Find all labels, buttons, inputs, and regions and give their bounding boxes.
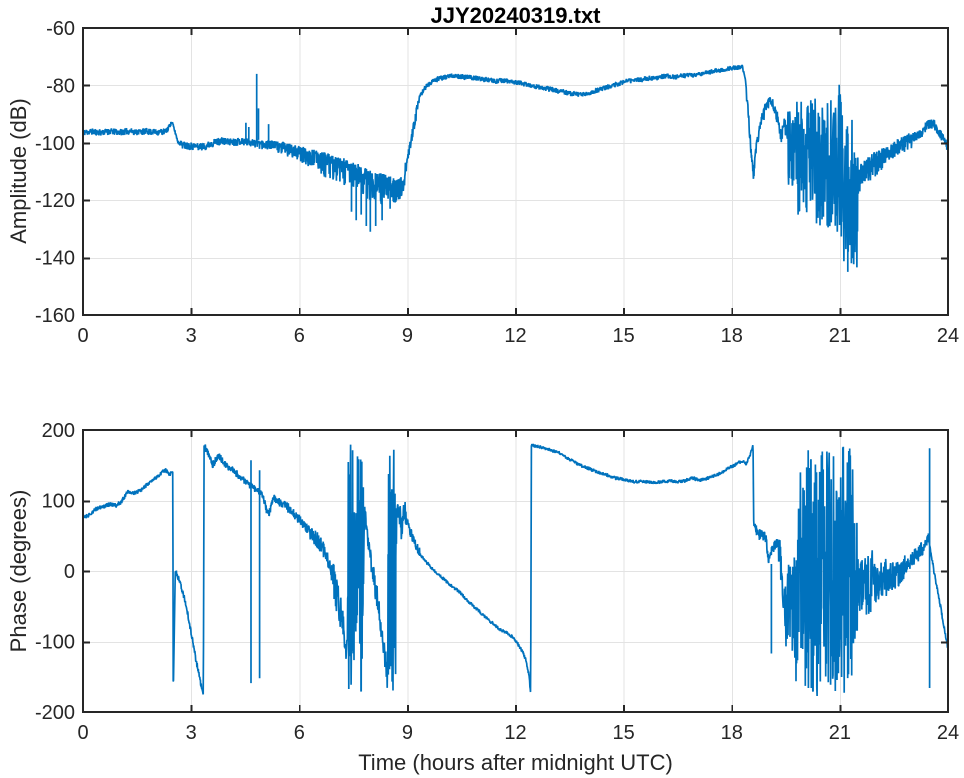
y-tick-label: 200 — [42, 420, 75, 442]
amplitude-y-tick-labels: -60 -80 -100 -120 -140 -160 — [35, 18, 75, 327]
phase-plot: 0 3 6 9 12 15 18 21 24 200 100 0 -100 -200 — [35, 420, 959, 744]
x-tick-label: 12 — [504, 722, 526, 744]
x-tick-label: 15 — [613, 325, 635, 347]
x-tick-label: 15 — [613, 722, 635, 744]
x-tick-label: 6 — [294, 325, 305, 347]
x-tick-label: 24 — [937, 325, 959, 347]
amplitude-x-tick-labels: 0 3 6 9 12 15 18 21 24 — [77, 325, 959, 347]
phase-axes-box — [82, 429, 949, 713]
x-tick-label: 3 — [186, 722, 197, 744]
time-x-axis-label: Time (hours after midnight UTC) — [358, 750, 673, 775]
x-tick-label: 24 — [937, 722, 959, 744]
x-tick-label: 18 — [721, 325, 743, 347]
x-tick-label: 21 — [829, 722, 851, 744]
y-tick-label: -100 — [35, 133, 75, 155]
phase-ticks — [83, 430, 948, 712]
amplitude-series-line — [82, 64, 949, 272]
amplitude-axes-box — [82, 27, 949, 316]
phase-x-tick-labels: 0 3 6 9 12 15 18 21 24 — [77, 722, 959, 744]
phase-y-tick-labels: 200 100 0 -100 -200 — [35, 420, 75, 724]
x-tick-label: 21 — [829, 325, 851, 347]
y-tick-label: -160 — [35, 305, 75, 327]
y-tick-label: -100 — [35, 632, 75, 654]
plot-title: JJY20240319.txt — [430, 3, 601, 28]
x-tick-label: 3 — [186, 325, 197, 347]
x-tick-label: 12 — [504, 325, 526, 347]
amplitude-plot: 0 3 6 9 12 15 18 21 24 -60 -80 -100 -120 -140 -160 — [35, 18, 959, 347]
y-tick-label: -200 — [35, 702, 75, 724]
y-tick-label: 0 — [64, 561, 75, 583]
x-tick-label: 9 — [402, 722, 413, 744]
amplitude-ticks — [83, 28, 948, 315]
y-tick-label: 100 — [42, 491, 75, 513]
x-tick-label: 0 — [77, 325, 88, 347]
y-tick-label: -140 — [35, 248, 75, 270]
x-tick-label: 18 — [721, 722, 743, 744]
x-tick-label: 6 — [294, 722, 305, 744]
phase-series-line — [82, 443, 949, 697]
x-tick-label: 9 — [402, 325, 413, 347]
y-tick-label: -120 — [35, 190, 75, 212]
y-tick-label: -60 — [46, 18, 75, 40]
x-tick-label: 0 — [77, 722, 88, 744]
y-tick-label: -80 — [46, 75, 75, 97]
